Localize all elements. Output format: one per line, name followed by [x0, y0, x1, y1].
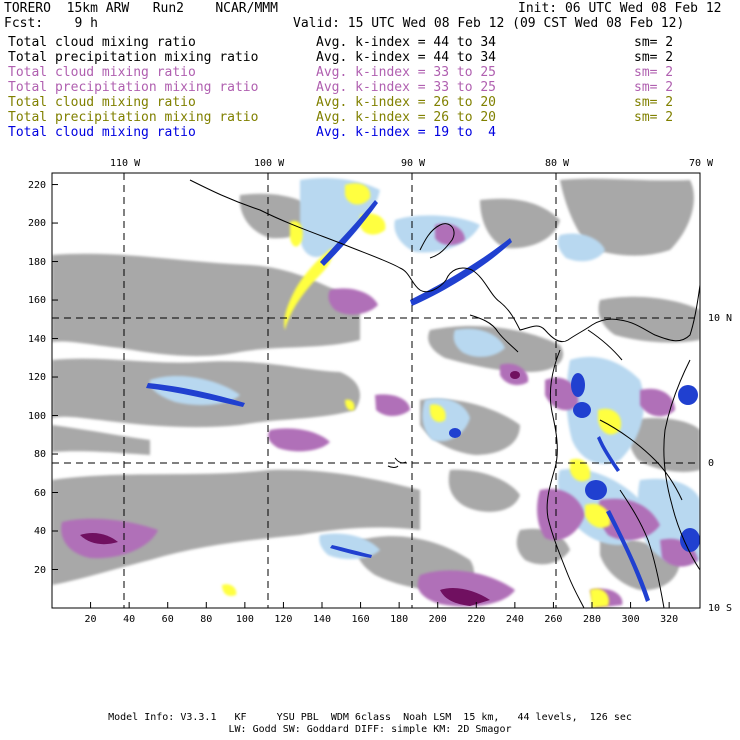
lon-label: 70 W: [689, 158, 714, 169]
x-tick-label: 220: [467, 614, 486, 625]
x-tick-label: 80: [200, 614, 213, 625]
lat-label: 10 N: [708, 313, 733, 324]
init-time: Init: 06 UTC Wed 08 Feb 12: [518, 1, 722, 16]
legend-field: Total precipitation mixing ratio: [8, 110, 259, 125]
y-tick-label: 120: [27, 372, 46, 384]
legend-field: Total cloud mixing ratio: [8, 95, 196, 110]
legend-field: Total cloud mixing ratio: [8, 65, 196, 80]
lat-label: 0: [708, 458, 715, 469]
x-tick-label: 20: [84, 614, 97, 625]
y-tick-label: 200: [27, 218, 46, 230]
lon-label: 100 W: [254, 158, 285, 169]
y-tick-label: 160: [27, 295, 46, 307]
lon-label: 80 W: [545, 158, 570, 169]
legend-field: Total precipitation mixing ratio: [8, 80, 259, 95]
y-tick-label: 40: [33, 526, 46, 537]
legend-sm: sm= 2: [634, 95, 674, 110]
legend-sm: sm= 2: [634, 80, 674, 95]
legend-stat: Avg. k-index = 44 to 34: [316, 35, 497, 50]
legend-stat: Avg. k-index = 33 to 25: [316, 80, 497, 95]
legend-stat: Avg. k-index = 19 to 4: [316, 125, 497, 140]
x-tick-label: 40: [123, 614, 136, 625]
x-tick-label: 280: [582, 614, 602, 625]
legend-stat: Avg. k-index = 44 to 34: [316, 50, 497, 65]
y-tick-label: 180: [27, 256, 46, 268]
y-tick-label: 220: [27, 179, 46, 191]
precip-field-yellow: [222, 183, 622, 608]
model-info-line2: LW: Godd SW: Goddard DIFF: simple KM: 2D…: [228, 724, 512, 735]
x-tick-label: 260: [544, 614, 563, 625]
legend-sm: sm= 2: [634, 110, 674, 125]
valid-time: Valid: 15 UTC Wed 08 Feb 12 (09 CST Wed …: [293, 16, 685, 31]
x-tick-label: 140: [312, 614, 332, 625]
field-layer: [52, 178, 700, 608]
y-tick-label: 20: [33, 564, 46, 576]
x-tick-label: 100: [235, 614, 254, 625]
x-tick-label: 120: [274, 614, 293, 625]
map-frame: [51, 172, 701, 609]
forecast-hour: Fcst: 9 h: [4, 16, 98, 31]
y-tick-label: 80: [33, 449, 46, 461]
y-tick-label: 140: [27, 333, 46, 345]
legend-stat: Avg. k-index = 26 to 20: [316, 110, 497, 125]
x-tick-label: 160: [351, 614, 370, 625]
legend-field: Total cloud mixing ratio: [8, 35, 196, 50]
lon-label: 110 W: [110, 158, 141, 169]
model-info-line1: Model Info: V3.3.1 KF YSU PBL WDM 6class…: [108, 712, 632, 723]
legend-field: Total cloud mixing ratio: [8, 125, 196, 140]
y-tick-label: 60: [33, 487, 46, 499]
legend-sm: sm= 2: [634, 50, 674, 65]
x-tick-label: 200: [428, 614, 447, 625]
legend-stat: Avg. k-index = 26 to 20: [316, 95, 497, 110]
axis-ticks: [52, 184, 670, 608]
x-tick-label: 320: [660, 614, 679, 625]
lon-label: 90 W: [401, 158, 426, 169]
x-tick-label: 300: [621, 614, 640, 625]
legend-field: Total precipitation mixing ratio: [8, 50, 259, 65]
legend-sm: sm= 2: [634, 65, 674, 80]
legend-sm: sm= 2: [634, 35, 674, 50]
precip-field-dark-purple: [80, 371, 520, 606]
legend-stat: Avg. k-index = 33 to 25: [316, 65, 497, 80]
x-tick-label: 60: [161, 614, 174, 625]
lat-label: 10 S: [708, 603, 733, 614]
lat-lon-grid: [52, 173, 700, 608]
cloud-field-gray: [52, 178, 700, 592]
x-tick-label: 240: [505, 614, 524, 625]
x-tick-label: 180: [390, 614, 409, 625]
coastlines: [189, 179, 700, 608]
y-tick-label: 100: [27, 410, 46, 422]
run-title: TORERO 15km ARW Run2 NCAR/MMM: [4, 1, 278, 16]
